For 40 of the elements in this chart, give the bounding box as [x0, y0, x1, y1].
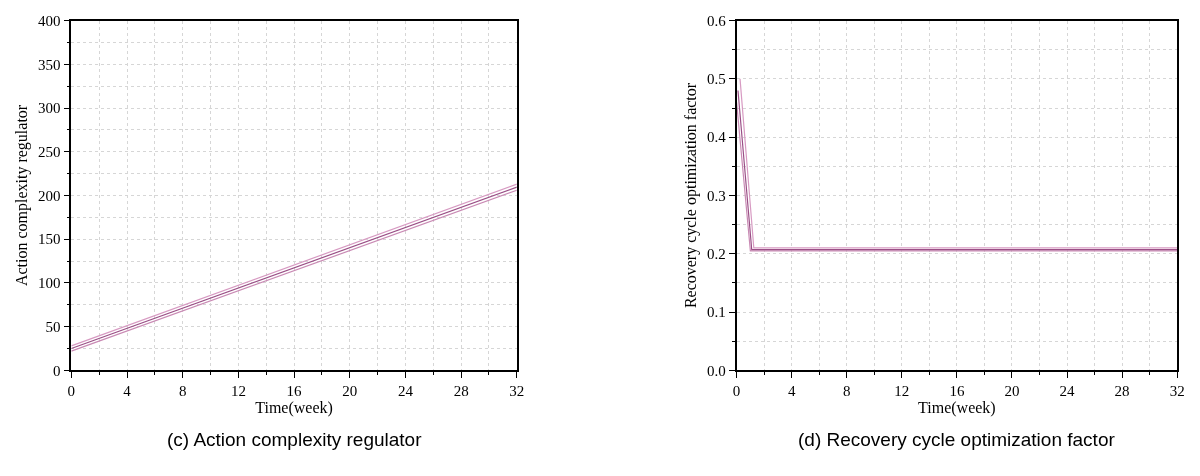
- y-tick-label: 150: [38, 231, 61, 248]
- y-tick-label: 0.0: [707, 362, 726, 379]
- y-tick-label: 50: [45, 318, 61, 335]
- y-tick-label: 0.6: [707, 12, 727, 29]
- x-tick-label: 8: [842, 383, 851, 400]
- x-tick-label: 16: [949, 383, 965, 400]
- x-tick-label: 4: [123, 383, 132, 400]
- y-tick-label: 0.3: [707, 187, 726, 204]
- x-tick-label: 20: [342, 383, 358, 400]
- x-tick-label: 0: [67, 383, 76, 400]
- x-axis-title: Time(week): [255, 399, 333, 418]
- y-tick-label: 0.1: [707, 304, 726, 321]
- x-tick-label: 32: [1169, 383, 1185, 400]
- y-tick-label: 250: [38, 144, 61, 160]
- text: (d) Recovery cycle optimization factor: [798, 429, 1116, 450]
- text: (c) Action complexity regulator: [167, 429, 423, 450]
- y-tick-label: 0.5: [707, 71, 726, 88]
- x-tick-label: 24: [1059, 383, 1076, 400]
- y-axis-title: Recovery cycle optimization factor: [682, 82, 701, 309]
- x-tick-label: 8: [178, 383, 187, 400]
- x-tick-label: 28: [453, 383, 469, 400]
- y-tick-label: 0.4: [707, 129, 727, 146]
- x-tick-label: 0: [732, 383, 741, 400]
- x-tick-label: 4: [787, 383, 796, 400]
- x-tick-label: 28: [1114, 383, 1130, 400]
- y-tick-label: 0: [53, 362, 61, 379]
- x-tick-label: 12: [894, 383, 910, 400]
- y-tick-label: 300: [38, 100, 61, 117]
- x-tick-label: 24: [397, 383, 414, 400]
- y-axis-title: Action complexity regulator: [13, 104, 32, 287]
- x-tick-label: 32: [509, 383, 525, 400]
- y-tick-label: 200: [38, 187, 61, 204]
- y-tick-label: 400: [38, 12, 61, 29]
- x-tick-label: 16: [286, 383, 303, 400]
- y-tick-label: 0.2: [707, 246, 726, 263]
- x-tick-label: 12: [230, 383, 246, 400]
- x-axis-title: Time(week): [918, 399, 996, 418]
- y-tick-label: 100: [38, 275, 61, 292]
- y-tick-label: 350: [38, 56, 61, 73]
- x-tick-label: 20: [1004, 383, 1020, 400]
